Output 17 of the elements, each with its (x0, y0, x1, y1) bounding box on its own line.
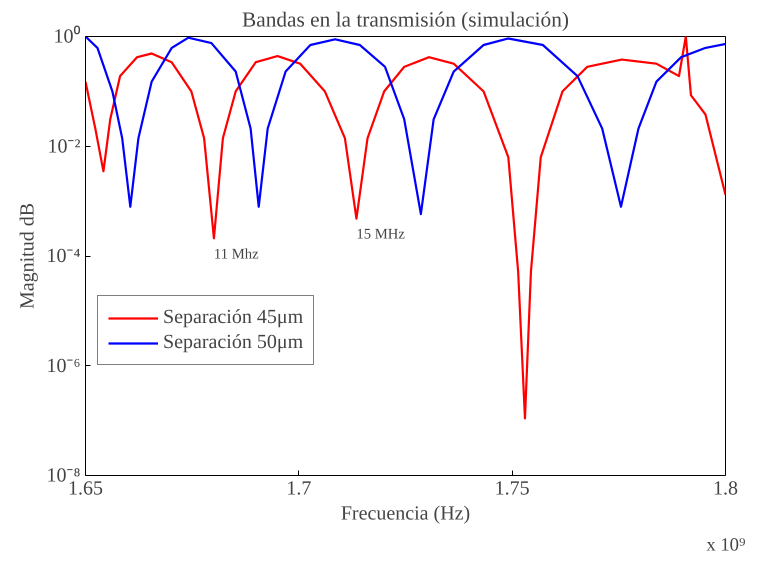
x-tick-label: 1.8 (713, 478, 738, 500)
x-axis-title: Frecuencia (Hz) (340, 502, 470, 524)
y-tick-label: 10⁻² (48, 135, 81, 158)
y-tick-label: 10⁻⁴ (46, 245, 81, 267)
y-tick-label: 10⁰ (54, 24, 80, 48)
chart-title: Bandas en la transmisión (simulación) (242, 8, 569, 32)
line-series (86, 36, 726, 216)
annotation: 15 MHz (356, 226, 406, 243)
x-tick-label: 1.7 (286, 478, 312, 500)
y-axis-title: Magnitud dB (16, 202, 39, 310)
annotation: 11 Mhz (214, 246, 260, 262)
text: x 10⁹ (706, 534, 746, 556)
line-series (86, 36, 726, 420)
y-tick-label: 10⁻⁶ (46, 354, 81, 377)
legend-label: Separación 50μm (163, 331, 304, 354)
x-tick-label: 1.75 (494, 478, 530, 500)
legend-label: Separación 45μm (163, 306, 304, 329)
